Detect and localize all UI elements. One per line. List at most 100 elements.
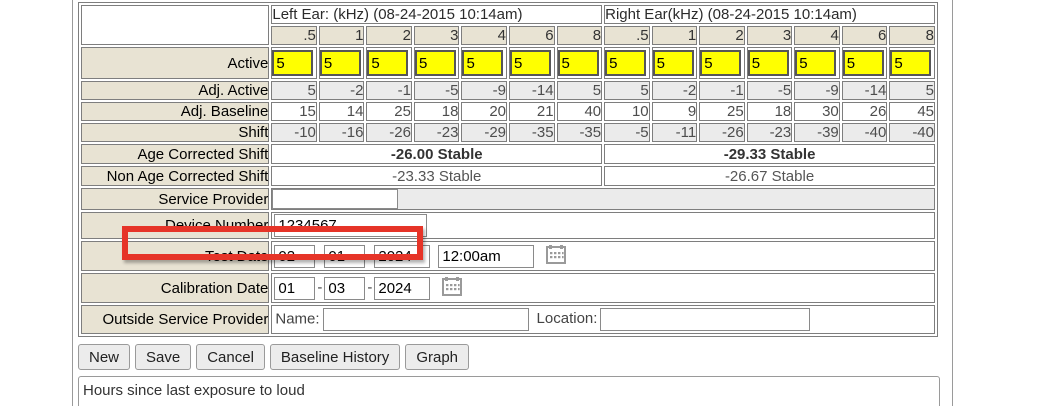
adj-active-value: -14 [509, 81, 555, 100]
adj-active-value: -14 [841, 81, 888, 100]
active-input-left[interactable] [462, 50, 504, 76]
outside-location-input[interactable] [600, 308, 811, 331]
outside-name-input[interactable] [322, 308, 529, 331]
adj-active-value: -2 [651, 81, 698, 100]
freq-header-left: 4 [461, 26, 508, 45]
service-provider-cell [271, 188, 935, 210]
calibration-date-row: Calibration Date -- [81, 273, 935, 303]
shift-value: -35 [556, 123, 603, 142]
frequency-header-row: .5 1 2 3 4 6 8 .5 1 2 3 4 6 8 [81, 26, 935, 45]
active-input-left[interactable] [510, 50, 552, 76]
adj-baseline-value: 10 [604, 102, 650, 121]
active-input-left[interactable] [367, 50, 409, 76]
test-date-cell: -- [271, 241, 935, 271]
exposure-question-text: Hours since last exposure to loud [83, 382, 305, 399]
outside-location-label: Location: [536, 310, 598, 328]
adj-active-value: -1 [366, 81, 412, 100]
age-corrected-shift-right: -29.33 Stable [604, 144, 935, 164]
ear-header-row: Left Ear: (kHz) (08-24-2015 10:14am) Rig… [81, 5, 935, 45]
active-input-right[interactable] [890, 50, 932, 76]
adj-active-row-label: Adj. Active [81, 81, 270, 100]
freq-header-right: 4 [794, 26, 840, 45]
non-age-corrected-shift-label: Non Age Corrected Shift [81, 166, 270, 186]
exposure-question-box: Hours since last exposure to loud [78, 376, 940, 406]
device-number-input[interactable] [274, 214, 428, 237]
test-date-day-input[interactable] [324, 244, 366, 268]
adj-baseline-value: 21 [509, 102, 555, 121]
calibration-date-month-input[interactable] [274, 276, 316, 300]
shift-value: -10 [271, 123, 317, 142]
adj-baseline-value: 25 [699, 102, 745, 121]
adj-active-value: -9 [461, 81, 508, 100]
new-button[interactable]: New [78, 344, 131, 370]
calibration-date-cell: -- [271, 273, 935, 303]
active-input-right[interactable] [842, 50, 884, 76]
service-provider-input[interactable] [272, 189, 399, 209]
adj-baseline-value: 14 [318, 102, 365, 121]
adj-baseline-value: 15 [271, 102, 317, 121]
date-separator: - [367, 246, 373, 264]
shift-value: -39 [794, 123, 840, 142]
adj-baseline-value: 25 [366, 102, 412, 121]
adj-active-row: Adj. Active 5 -2 -1 -5 -9 -14 5 5 -2 -1 … [81, 81, 935, 100]
adj-active-value: -5 [746, 81, 793, 100]
active-input-right[interactable] [700, 50, 742, 76]
save-button[interactable]: Save [135, 344, 192, 370]
shift-value: -40 [889, 123, 935, 142]
adj-baseline-value: 30 [794, 102, 840, 121]
adj-active-value: -1 [699, 81, 745, 100]
freq-header-left: 6 [509, 26, 555, 45]
non-age-corrected-shift-row: Non Age Corrected Shift -23.33 Stable -2… [81, 166, 935, 186]
test-time-input[interactable] [438, 244, 535, 268]
calendar-icon[interactable] [442, 276, 463, 300]
calibration-date-day-input[interactable] [324, 276, 366, 300]
audiogram-table: Left Ear: (kHz) (08-24-2015 10:14am) Rig… [78, 2, 938, 337]
active-input-left[interactable] [272, 50, 314, 76]
action-button-bar: New Save Cancel Baseline History Graph [78, 344, 952, 370]
non-age-corrected-shift-left: -23.33 Stable [271, 166, 603, 186]
freq-header-right: 3 [746, 26, 793, 45]
adj-baseline-value: 20 [461, 102, 508, 121]
graph-button[interactable]: Graph [405, 344, 470, 370]
date-separator: - [317, 246, 323, 264]
left-ear-header: Left Ear: (kHz) (08-24-2015 10:14am) [271, 5, 603, 24]
adj-baseline-value: 18 [413, 102, 460, 121]
calibration-date-label: Calibration Date [81, 273, 270, 303]
service-provider-row: Service Provider [81, 188, 935, 210]
adj-baseline-value: 9 [651, 102, 698, 121]
date-separator: - [317, 278, 323, 296]
test-date-year-input[interactable] [374, 244, 431, 268]
service-provider-label: Service Provider [81, 188, 270, 210]
active-input-right[interactable] [605, 50, 647, 76]
outside-service-provider-label: Outside Service Provider [81, 305, 270, 334]
shift-value: -26 [699, 123, 745, 142]
baseline-history-button[interactable]: Baseline History [269, 344, 401, 370]
corner-cell [81, 5, 270, 45]
adj-baseline-row: Adj. Baseline 15 14 25 18 20 21 40 10 9 … [81, 102, 935, 121]
active-input-left[interactable] [557, 50, 599, 76]
shift-value: -26 [366, 123, 412, 142]
active-input-left[interactable] [319, 50, 361, 76]
test-date-month-input[interactable] [274, 244, 316, 268]
freq-header-left: 3 [413, 26, 460, 45]
adj-active-value: -2 [318, 81, 365, 100]
age-corrected-shift-label: Age Corrected Shift [81, 144, 270, 164]
freq-header-right: 8 [889, 26, 935, 45]
active-input-right[interactable] [652, 50, 694, 76]
active-row: Active [81, 47, 935, 79]
age-corrected-shift-left: -26.00 Stable [271, 144, 603, 164]
adj-baseline-value: 40 [556, 102, 603, 121]
adj-active-value: 5 [556, 81, 603, 100]
calendar-icon[interactable] [546, 244, 567, 268]
shift-value: -29 [461, 123, 508, 142]
adj-active-value: -5 [413, 81, 460, 100]
freq-header-right: 2 [699, 26, 745, 45]
freq-header-left: 1 [318, 26, 365, 45]
outside-name-label: Name: [275, 310, 320, 328]
active-input-left[interactable] [414, 50, 456, 76]
active-input-right[interactable] [795, 50, 837, 76]
active-input-right[interactable] [747, 50, 789, 76]
cancel-button[interactable]: Cancel [196, 344, 265, 370]
calibration-date-year-input[interactable] [374, 276, 431, 300]
active-row-label: Active [81, 47, 270, 79]
